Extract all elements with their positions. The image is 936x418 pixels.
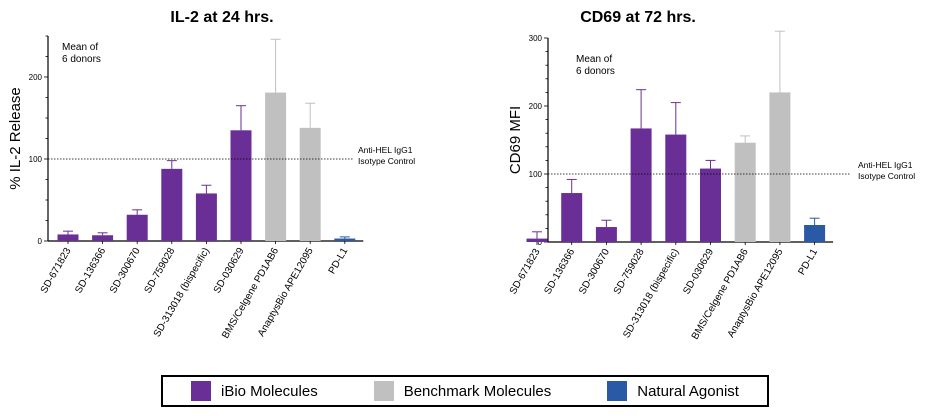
category-label: PD-L1: [327, 246, 351, 276]
bar: [334, 238, 356, 241]
bar: [595, 227, 617, 242]
bar: [126, 214, 148, 241]
bar: [561, 193, 583, 242]
category-label: SD-030629: [681, 247, 716, 297]
legend-swatch-natural: [607, 381, 628, 401]
legend-swatch-ibio: [190, 381, 211, 401]
chart-title: CD69 at 72 hrs.: [580, 9, 696, 26]
bar: [265, 92, 287, 241]
legend: iBio Molecules Benchmark Molecules Natur…: [161, 375, 769, 407]
y-tick-label: 200: [29, 73, 43, 82]
y-tick-label: 0: [38, 237, 43, 246]
bar: [195, 193, 217, 241]
category-label: SD-671823: [39, 246, 74, 296]
legend-item-benchmark: Benchmark Molecules: [373, 381, 552, 401]
bar: [630, 128, 652, 242]
bar: [734, 142, 756, 242]
y-tick-label: 200: [529, 102, 543, 111]
category-label: SD-300670: [577, 247, 612, 297]
category-label: SD-030629: [212, 246, 247, 296]
y-axis-label: CD69 MFI: [507, 106, 524, 174]
legend-label-ibio: iBio Molecules: [220, 382, 318, 400]
legend-item-natural: Natural Agonist: [607, 381, 739, 401]
donor-note: Mean of 6 donors: [62, 42, 101, 65]
legend-label-natural: Natural Agonist: [637, 382, 739, 400]
bar: [700, 168, 721, 242]
bar: [299, 127, 321, 241]
y-tick-label: 100: [29, 155, 43, 164]
y-tick-label: 0: [538, 238, 543, 247]
bar: [526, 238, 548, 242]
y-tick-label: 100: [529, 170, 543, 179]
donor-note: Mean of 6 donors: [576, 54, 615, 77]
bar: [230, 130, 252, 241]
legend-swatch-benchmark: [373, 381, 394, 401]
legend-item-ibio: iBio Molecules: [190, 381, 318, 401]
il2-chart: IL-2 at 24 hrs. % IL-2 Release 0 100 200 SD-6…: [7, 9, 415, 341]
category-label: SD-759028: [143, 246, 178, 296]
category-label: SD-759028: [612, 247, 647, 297]
category-label: PD-L1: [796, 247, 820, 277]
category-label: SD-136366: [73, 246, 108, 296]
bar: [57, 234, 79, 241]
y-axis-label: % IL-2 Release: [7, 87, 24, 190]
reference-label: Anti-HEL IgG1 Isotype Control: [858, 160, 915, 181]
category-label: SD-671823: [508, 247, 543, 297]
bar: [92, 235, 114, 241]
cd69-chart: CD69 at 72 hrs. CD69 MFI 0 100 200 300 SD-6718…: [507, 9, 915, 342]
bar: [161, 168, 183, 241]
bar: [665, 134, 687, 242]
reference-label: Anti-HEL IgG1 Isotype Control: [358, 145, 415, 166]
bar: [804, 225, 826, 242]
category-label: SD-136366: [542, 247, 577, 297]
chart-title: IL-2 at 24 hrs.: [170, 9, 273, 26]
category-label: SD-300670: [108, 246, 143, 296]
bar: [769, 92, 791, 243]
legend-label-benchmark: Benchmark Molecules: [403, 382, 552, 400]
y-tick-label: 300: [529, 34, 543, 43]
